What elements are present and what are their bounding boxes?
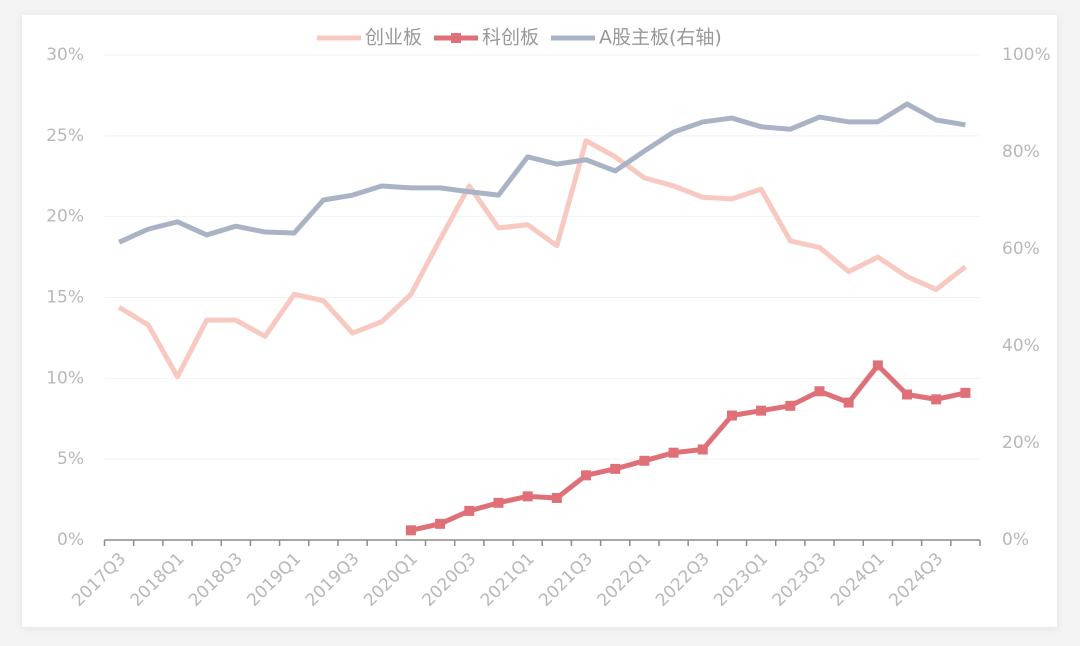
series-marker: [522, 491, 533, 502]
y-tick-label: 0%: [57, 530, 84, 550]
legend-marker: [451, 33, 461, 43]
series-marker: [668, 447, 679, 458]
series-marker: [814, 386, 825, 397]
series-marker: [581, 470, 592, 481]
legend-label: A股主板(右轴): [599, 27, 722, 49]
series-marker: [639, 455, 650, 466]
y-tick-label: 30%: [46, 45, 84, 65]
y-tick-label: 25%: [46, 126, 84, 146]
series-marker: [435, 518, 446, 529]
y2-tick-label: 0%: [1002, 530, 1029, 550]
legend-label: 创业板: [365, 27, 422, 49]
y-tick-label: 10%: [46, 368, 84, 388]
series-marker: [726, 410, 737, 421]
series-marker: [493, 497, 504, 508]
y-tick-label: 20%: [46, 207, 84, 227]
series-marker: [785, 400, 796, 411]
y2-tick-label: 80%: [1002, 142, 1040, 162]
series-line: [118, 101, 966, 245]
series-marker: [551, 492, 562, 503]
series-marker: [843, 397, 854, 408]
y-tick-label: 5%: [57, 449, 84, 469]
y-tick-label: 15%: [46, 288, 84, 308]
y2-tick-label: 100%: [1002, 45, 1051, 65]
legend-label: 科创板: [482, 27, 539, 49]
series-marker: [960, 387, 971, 398]
series-marker: [902, 389, 913, 400]
series-marker: [756, 405, 767, 416]
series-marker: [872, 360, 883, 371]
series-line: [117, 138, 967, 380]
y2-tick-label: 60%: [1002, 239, 1040, 259]
series-marker: [405, 525, 416, 536]
series-marker: [464, 505, 475, 516]
series-marker: [610, 463, 621, 474]
series-marker: [931, 394, 942, 405]
series-marker: [697, 444, 708, 455]
y2-tick-label: 40%: [1002, 336, 1040, 356]
y2-tick-label: 20%: [1002, 433, 1040, 453]
